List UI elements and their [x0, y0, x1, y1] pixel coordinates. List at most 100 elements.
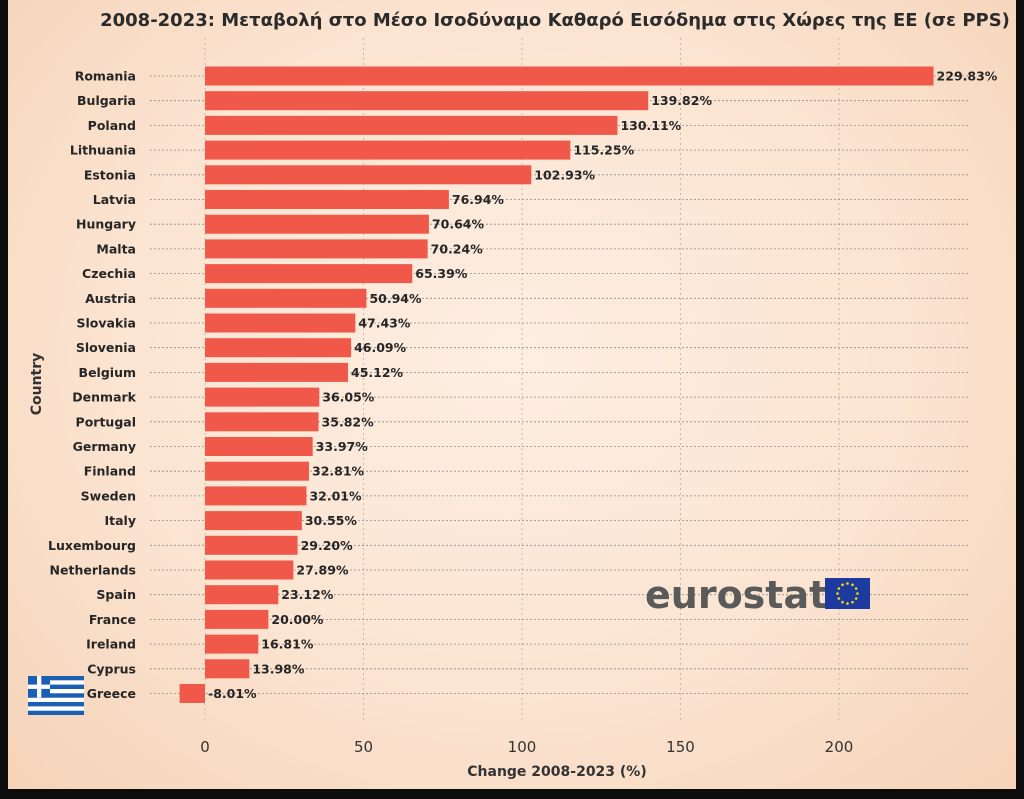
value-label: 139.82% [651, 93, 712, 108]
country-label: Malta [96, 241, 136, 256]
country-label: Lithuania [70, 143, 136, 158]
bar-belgium [205, 362, 349, 382]
chart-title: 2008-2023: Μεταβολή στο Μέσο Ισοδύναμο Κ… [100, 10, 1010, 31]
eu-star [856, 592, 859, 595]
bar-hungary [205, 214, 429, 234]
bar-austria [205, 288, 367, 308]
eu-star [841, 600, 844, 604]
country-label: Poland [88, 118, 136, 133]
value-label: 50.94% [369, 291, 422, 306]
eu-flag-icon [825, 578, 870, 609]
bar-cyprus [205, 659, 250, 679]
bar-slovenia [205, 338, 352, 358]
value-label: 76.94% [452, 192, 505, 207]
country-label: Ireland [86, 637, 136, 652]
x-tick-label: 100 [508, 738, 537, 756]
value-label: 115.25% [573, 143, 634, 158]
country-label: Denmark [72, 390, 136, 405]
bar-netherlands [205, 560, 294, 580]
value-label: 46.09% [354, 340, 407, 355]
bar-latvia [205, 190, 449, 209]
bar-spain [205, 585, 279, 605]
bar-malta [205, 239, 428, 259]
eu-star [851, 600, 854, 604]
country-label: Cyprus [87, 661, 136, 676]
value-label: 36.05% [322, 390, 375, 405]
value-label: 45.12% [351, 365, 404, 380]
eurostat-logo-text: eurostat [645, 573, 827, 617]
y-axis-label: Country [29, 353, 45, 416]
country-label: Bulgaria [77, 93, 136, 108]
value-label: 102.93% [534, 167, 595, 182]
eu-star [841, 583, 844, 587]
bar-greece [179, 684, 205, 703]
country-label: Netherlands [50, 563, 136, 578]
value-label: 29.20% [301, 538, 354, 553]
bar-ireland [205, 634, 259, 654]
value-label: 70.64% [432, 217, 485, 232]
bar-romania [205, 66, 934, 86]
country-label: Austria [85, 291, 136, 306]
value-label: 32.01% [309, 488, 362, 503]
bar-bulgaria [205, 91, 649, 111]
bar-germany [205, 437, 313, 456]
x-tick-label: 50 [354, 738, 373, 756]
value-label: 20.00% [271, 612, 324, 627]
country-label: Portugal [76, 414, 136, 429]
eurostat-logo: eurostat [645, 573, 870, 617]
value-label: 35.82% [322, 414, 375, 429]
country-label: Greece [87, 686, 136, 701]
x-tick-label: 200 [825, 738, 854, 756]
bar-lithuania [205, 140, 571, 160]
eu-star [837, 597, 841, 600]
eu-star [854, 597, 858, 600]
eu-star [854, 587, 858, 590]
country-label: Latvia [93, 192, 136, 207]
eu-star [846, 602, 849, 605]
country-label: France [89, 612, 136, 627]
country-label: Finland [84, 464, 136, 479]
country-label: Spain [96, 587, 136, 602]
country-label: Czechia [82, 266, 136, 281]
country-label: Slovenia [76, 340, 136, 355]
bar-sweden [205, 486, 307, 506]
value-label: 65.39% [415, 266, 468, 281]
value-label: 47.43% [358, 316, 411, 331]
value-label: 130.11% [620, 118, 681, 133]
value-label: 23.12% [281, 587, 334, 602]
eu-star [837, 587, 841, 590]
label-layer: Romania 229.83% Bulgaria 139.82% Poland 130.1… [48, 69, 998, 702]
bar-italy [205, 511, 302, 531]
bar-estonia [205, 165, 532, 185]
value-label: 229.83% [937, 69, 998, 84]
x-tick-label: 150 [666, 738, 695, 756]
x-axis-ticks: 0 50 100 150 200 [200, 738, 853, 756]
value-label: -8.01% [208, 686, 257, 701]
bar-czechia [205, 264, 413, 284]
value-label: 33.97% [316, 439, 369, 454]
bar-slovakia [205, 313, 356, 333]
value-label: 27.89% [296, 563, 349, 578]
country-label: Italy [105, 513, 137, 528]
country-label: Luxembourg [48, 538, 136, 553]
greek-flag-icon [28, 676, 84, 715]
country-label: Belgium [79, 365, 136, 380]
country-label: Estonia [84, 167, 136, 182]
value-label: 13.98% [252, 661, 305, 676]
country-label: Slovakia [77, 316, 137, 331]
bar-france [205, 609, 269, 629]
value-label: 70.24% [431, 241, 484, 256]
eu-star [846, 582, 849, 585]
bar-luxembourg [205, 535, 298, 555]
eu-star [836, 592, 839, 595]
bar-portugal [205, 412, 319, 432]
bar-denmark [205, 387, 320, 407]
x-axis-label: Change 2008-2023 (%) [467, 764, 646, 780]
country-label: Romania [75, 69, 136, 84]
value-label: 30.55% [305, 513, 358, 528]
country-label: Germany [73, 439, 136, 454]
bar-layer [179, 66, 934, 703]
x-tick-label: 0 [200, 738, 210, 756]
country-label: Hungary [76, 217, 136, 232]
